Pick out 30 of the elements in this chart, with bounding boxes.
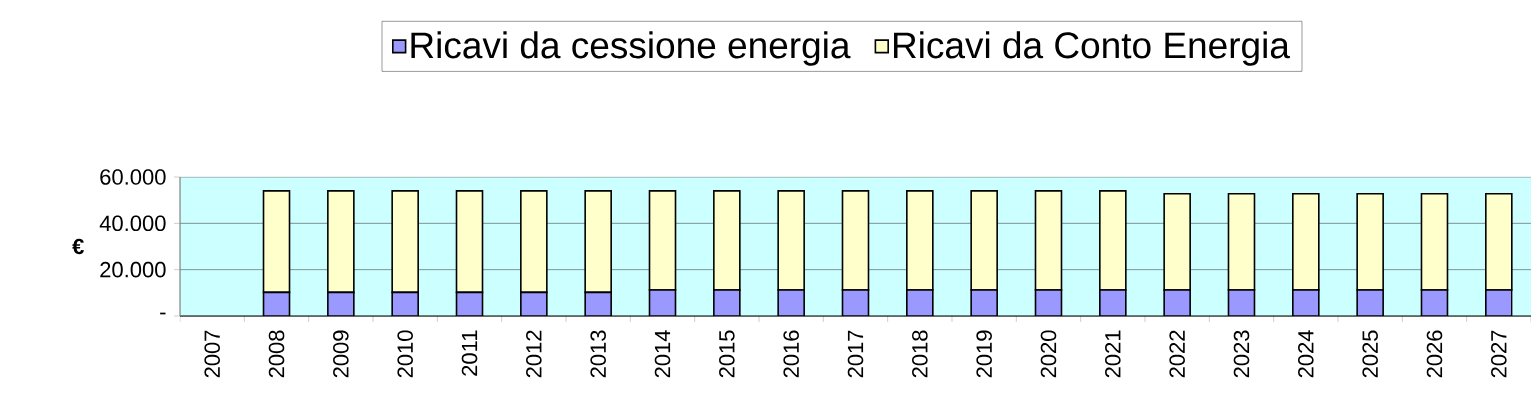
- y-tick-label: -: [160, 312, 166, 315]
- x-tick-label: 2022: [1169, 330, 1185, 378]
- bar: [262, 291, 291, 316]
- x-tick-label: 2027: [1491, 330, 1507, 378]
- x-tick-label: 2017: [847, 330, 864, 378]
- x-tick-label: 2024: [1298, 330, 1314, 378]
- y-axis-title: €: [72, 238, 84, 255]
- x-tick-label: 2011: [461, 330, 478, 376]
- x-tick-label: 2014: [654, 330, 671, 378]
- x-tick-label: 2007: [204, 330, 220, 378]
- y-tick-label: 60.000: [100, 169, 166, 185]
- x-tick-label: 2008: [268, 330, 285, 378]
- x-tick-label: 2012: [526, 330, 542, 378]
- x-tick-label: 2021: [1105, 330, 1121, 378]
- x-tick-label: 2026: [1426, 330, 1443, 378]
- x-tick-label: 2020: [1040, 330, 1057, 378]
- x-tick-label: 2009: [333, 330, 349, 378]
- x-tick-label: 2025: [1362, 330, 1378, 378]
- x-tick-label: 2016: [783, 330, 799, 378]
- x-tick-label: 2015: [719, 330, 735, 378]
- x-tick-label: 2018: [912, 330, 928, 378]
- legend-label: Ricavi da cessione energia: [411, 31, 851, 66]
- y-tick-label: 40.000: [99, 215, 166, 232]
- x-tick-label: 2019: [976, 330, 992, 378]
- bar: [455, 291, 484, 316]
- x-tick-label: 2010: [397, 330, 413, 378]
- x-tick-label: 2023: [1233, 330, 1250, 378]
- legend-label: Ricavi da Conto Energia: [894, 31, 1290, 66]
- x-tick-label: 2013: [590, 330, 606, 378]
- y-tick-label: 20.000: [100, 261, 166, 278]
